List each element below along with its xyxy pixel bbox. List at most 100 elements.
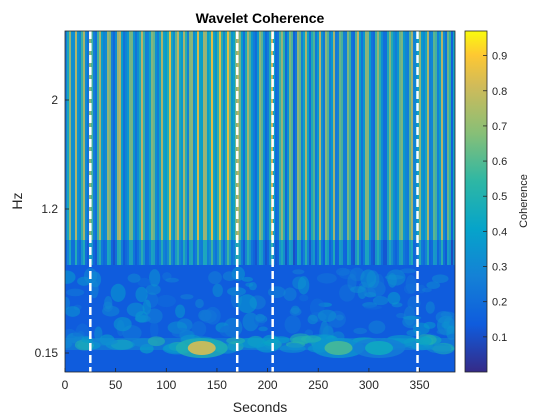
heatmap-cell xyxy=(245,282,254,287)
heatmap-cell xyxy=(181,31,184,265)
heatmap-cell xyxy=(343,240,346,265)
heatmap-cell xyxy=(303,31,306,265)
heatmap-cell xyxy=(299,294,309,302)
y-tick-label: 0.15 xyxy=(35,346,59,360)
heatmap-cell xyxy=(402,315,422,320)
heatmap-cell xyxy=(135,286,148,303)
heatmap-cell xyxy=(277,31,280,265)
heatmap-cell xyxy=(275,240,278,265)
heatmap-cell xyxy=(283,240,286,265)
heatmap-cell xyxy=(113,240,116,265)
heatmap-cell xyxy=(269,31,272,265)
heatmap-cell xyxy=(333,31,336,265)
heatmap-cell xyxy=(245,240,248,265)
heatmap-cell xyxy=(237,294,257,314)
heatmap-cell xyxy=(207,31,210,265)
heatmap-cell xyxy=(357,31,360,265)
heatmap-cell xyxy=(335,314,344,321)
heatmap-cell xyxy=(137,277,151,287)
heatmap-cell xyxy=(345,31,348,265)
heatmap-cell xyxy=(311,240,314,265)
heatmap-cell xyxy=(386,269,406,286)
heatmap-cell xyxy=(71,31,74,265)
heatmap-cell xyxy=(401,31,404,265)
heatmap-cell xyxy=(417,31,420,265)
heatmap-cell xyxy=(433,31,436,265)
heatmap-cell xyxy=(219,240,222,265)
heatmap-cell xyxy=(141,240,144,265)
heatmap-cell xyxy=(239,31,242,265)
heatmap-cell xyxy=(115,240,118,265)
heatmap-cell xyxy=(87,240,90,265)
heatmap-cell xyxy=(247,240,250,265)
heatmap-cell xyxy=(431,31,434,265)
heatmap-cell xyxy=(323,240,326,265)
heatmap-cell xyxy=(239,240,242,265)
heatmap-cell xyxy=(135,31,138,265)
heatmap-cell xyxy=(179,240,182,265)
heatmap-cell xyxy=(445,240,448,265)
colorbar-tick-label: 0.3 xyxy=(492,262,507,274)
heatmap-cell xyxy=(268,286,286,298)
heatmap-cell xyxy=(377,240,380,265)
heatmap-cell xyxy=(321,31,324,265)
heatmap-cell xyxy=(295,240,298,265)
heatmap-cell xyxy=(292,269,305,275)
heatmap-cell xyxy=(175,304,186,319)
heatmap-cell xyxy=(213,31,216,265)
heatmap-cell xyxy=(259,31,262,265)
heatmap-cell xyxy=(129,240,132,265)
heatmap-cell xyxy=(307,314,318,325)
heatmap-cell xyxy=(127,273,141,283)
heatmap-cell xyxy=(337,240,340,265)
heatmap-cell xyxy=(113,31,116,265)
heatmap-cell xyxy=(223,31,226,265)
heatmap-cell xyxy=(67,31,70,265)
heatmap-cell xyxy=(131,240,134,265)
heatmap-cell xyxy=(147,31,150,265)
heatmap-cell xyxy=(101,240,104,265)
heatmap-cell xyxy=(357,240,360,265)
heatmap-cell xyxy=(231,31,234,265)
heatmap-cell xyxy=(363,31,366,265)
heatmap-cell xyxy=(183,240,186,265)
heatmap-cell xyxy=(65,270,76,284)
heatmap-cell xyxy=(69,31,72,265)
heatmap-cell xyxy=(287,342,303,351)
heatmap-cell xyxy=(171,240,174,265)
heatmap-cell xyxy=(289,307,302,316)
heatmap-cell xyxy=(372,296,389,306)
heatmap-cell xyxy=(433,240,436,265)
heatmap-cell xyxy=(95,31,98,265)
heatmap-cell xyxy=(353,327,368,335)
heatmap-cell xyxy=(377,31,380,265)
heatmap-cell xyxy=(441,240,444,265)
heatmap-cell xyxy=(427,31,430,265)
x-tick-label: 200 xyxy=(258,378,278,392)
heatmap-cell xyxy=(199,31,202,265)
heatmap-cell xyxy=(316,273,337,284)
heatmap-cell xyxy=(281,31,284,265)
heatmap-cell xyxy=(421,240,424,265)
heatmap-cell xyxy=(437,31,440,265)
heatmap-cell xyxy=(187,31,190,265)
heatmap-cell xyxy=(341,240,344,265)
heatmap-cell xyxy=(263,240,266,265)
heatmap-cell xyxy=(73,31,76,265)
x-axis-label: Seconds xyxy=(233,399,287,415)
heatmap-cell xyxy=(265,240,268,265)
colorbar-tick-label: 0.1 xyxy=(492,332,507,344)
heatmap-cell xyxy=(349,240,352,265)
heatmap-cell xyxy=(363,305,382,310)
heatmap-cell xyxy=(253,240,256,265)
heatmap-cell xyxy=(261,240,264,265)
heatmap-cell xyxy=(351,31,354,265)
heatmap-cell xyxy=(255,240,258,265)
heatmap-cell xyxy=(209,31,212,265)
heatmap-cell xyxy=(381,31,384,265)
heatmap-cell xyxy=(307,240,310,265)
heatmap-cell xyxy=(231,240,234,265)
heatmap-cell xyxy=(403,31,406,265)
heatmap-cell xyxy=(279,31,282,265)
